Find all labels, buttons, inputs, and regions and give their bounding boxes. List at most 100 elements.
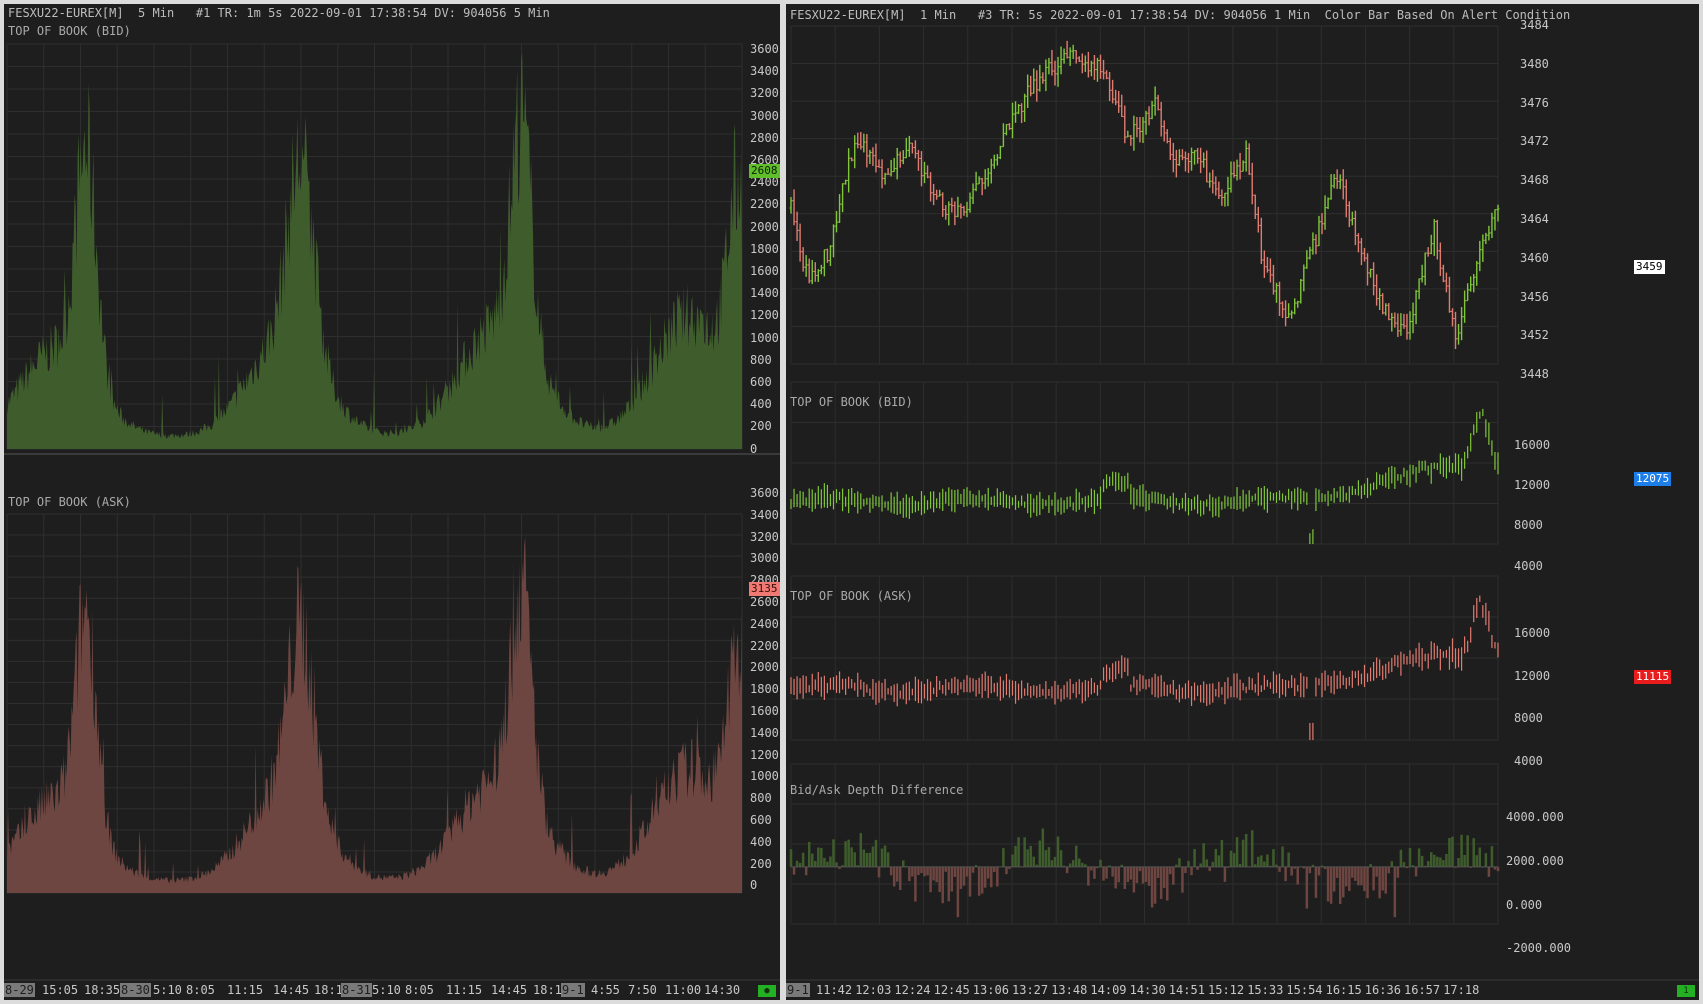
- date-marker: 9-1: [561, 983, 585, 997]
- right-chart-window[interactable]: FESXU22-EUREX[M] 1 Min #3 TR: 5s 2022-09…: [786, 4, 1699, 1000]
- axis-tick-label: 2600: [750, 595, 779, 609]
- axis-tick-label: 1000: [750, 769, 779, 784]
- axis-tick-label: 0: [750, 878, 758, 893]
- left-chart-canvas[interactable]: [4, 4, 780, 1000]
- time-label: 13:27: [1012, 983, 1049, 997]
- time-label: 16:36: [1364, 983, 1401, 997]
- axis-tick-label: 3000: [750, 108, 779, 123]
- right-ask-panel-title: TOP OF BOOK (ASK): [790, 589, 913, 603]
- time-label: 15:33: [1247, 983, 1284, 997]
- axis-tick-label: 1600: [750, 704, 779, 718]
- axis-tick-label: 2000: [750, 219, 779, 234]
- time-label: 4:55: [591, 983, 620, 997]
- bid-axis-label: 16000: [1514, 438, 1551, 452]
- axis-tick-label: 2200: [750, 638, 779, 653]
- right-ask-last-value-tag: 11115: [1634, 670, 1672, 684]
- time-label: 7:50: [628, 983, 657, 997]
- price-axis-label: 3484: [1520, 18, 1549, 32]
- price-axis-label: 3448: [1520, 367, 1549, 382]
- axis-tick-label: 2400: [750, 616, 779, 631]
- time-label: 11:15: [227, 983, 264, 997]
- bid-axis-label: 12000: [1514, 478, 1551, 493]
- time-label: 11:15: [446, 983, 483, 997]
- axis-tick-label: 2000: [750, 660, 779, 675]
- price-axis-label: 3452: [1520, 328, 1549, 343]
- right-chart-header: FESXU22-EUREX[M] 1 Min #3 TR: 5s 2022-09…: [790, 8, 1571, 22]
- time-label: 16:15: [1325, 983, 1362, 997]
- axis-tick-label: 1200: [750, 308, 779, 323]
- right-bid-panel-title: TOP OF BOOK (BID): [790, 395, 913, 409]
- diff-axis-label: 0.000: [1506, 897, 1543, 912]
- time-label: 14:30: [704, 983, 741, 997]
- axis-tick-label: 3400: [750, 64, 779, 79]
- bid-axis-label: 8000: [1514, 518, 1543, 533]
- axis-tick-label: 200: [750, 856, 772, 871]
- left-chart-window[interactable]: FESXU22-EUREX[M] 5 Min #1 TR: 1m 5s 2022…: [4, 4, 780, 1000]
- left-chart-header: FESXU22-EUREX[M] 5 Min #1 TR: 1m 5s 2022…: [8, 6, 550, 20]
- time-label: 17:18: [1443, 983, 1480, 997]
- price-axis-label: 3468: [1520, 173, 1549, 188]
- date-marker: 9-1: [786, 983, 810, 997]
- axis-tick-label: 2400: [750, 175, 779, 190]
- time-label: 14:51: [1168, 983, 1205, 997]
- right-chart-canvas[interactable]: [786, 4, 1699, 1000]
- price-axis-label: 3476: [1520, 95, 1549, 110]
- right-status-indicator[interactable]: 1: [1677, 985, 1695, 997]
- time-label: 8:05: [186, 983, 215, 997]
- axis-tick-label: 400: [750, 397, 772, 412]
- axis-tick-label: 3200: [750, 86, 779, 101]
- bid-axis-label: 4000: [1514, 558, 1543, 573]
- time-label: 15:54: [1286, 983, 1323, 997]
- ask-axis-label: 8000: [1514, 711, 1543, 725]
- axis-tick-label: 0: [750, 441, 758, 456]
- diff-axis-label: 2000.000: [1506, 853, 1564, 868]
- date-marker: 8-31: [341, 983, 372, 997]
- date-marker: 8-29: [4, 983, 35, 997]
- axis-tick-label: 1400: [750, 286, 779, 301]
- time-label: 8:05: [405, 983, 434, 997]
- axis-tick-label: 1200: [750, 747, 779, 762]
- left-ask-depth-area: [7, 536, 742, 893]
- price-axis-label: 3480: [1520, 56, 1549, 71]
- time-label: 5:10: [372, 983, 401, 997]
- axis-tick-label: 1000: [750, 330, 779, 345]
- time-label: 14:45: [491, 983, 528, 997]
- date-marker: 8-30: [120, 983, 151, 997]
- price-axis-label: 3460: [1520, 250, 1549, 265]
- left-ask-panel-title: TOP OF BOOK (ASK): [8, 495, 131, 509]
- time-label: 18:35: [84, 983, 121, 997]
- time-label: 5:10: [153, 983, 182, 997]
- left-bid-depth-area: [7, 52, 742, 450]
- axis-tick-label: 800: [750, 352, 772, 367]
- ask-axis-label: 4000: [1514, 753, 1543, 768]
- axis-tick-label: 2800: [750, 130, 779, 145]
- time-label: 11:42: [816, 983, 853, 997]
- time-label: 12:03: [855, 983, 892, 997]
- time-label: 13:06: [972, 983, 1009, 997]
- left-ask-last-value-tag: 3135: [749, 582, 780, 596]
- price-axis-label: 3472: [1520, 134, 1549, 149]
- time-label: 14:09: [1090, 983, 1127, 997]
- price-axis-label: 3456: [1520, 289, 1549, 304]
- time-label: 15:12: [1208, 983, 1245, 997]
- time-label: 16:57: [1404, 983, 1441, 997]
- ask-axis-label: 16000: [1514, 626, 1551, 640]
- time-label: 15:05: [42, 983, 79, 997]
- right-bid-last-value-tag: 12075: [1634, 472, 1672, 486]
- left-bid-last-value-tag: 2608: [749, 164, 780, 178]
- axis-tick-label: 1400: [750, 725, 779, 740]
- left-status-indicator[interactable]: ●: [758, 985, 776, 997]
- price-axis-label: 3464: [1520, 212, 1549, 226]
- axis-tick-label: 600: [750, 813, 772, 827]
- axis-tick-label: 3600: [750, 42, 779, 56]
- axis-tick-label: 400: [750, 834, 772, 849]
- right-price-last-value-tag: 3459: [1634, 260, 1665, 274]
- left-bid-panel-title: TOP OF BOOK (BID): [8, 24, 131, 38]
- diff-axis-label: 4000.000: [1506, 810, 1564, 824]
- right-diff-panel-title: Bid/Ask Depth Difference: [790, 783, 964, 797]
- axis-tick-label: 2600: [750, 153, 779, 167]
- axis-tick-label: 800: [750, 791, 772, 806]
- axis-tick-label: 3600: [750, 486, 779, 500]
- time-label: 12:45: [933, 983, 970, 997]
- axis-tick-label: 2200: [750, 197, 779, 212]
